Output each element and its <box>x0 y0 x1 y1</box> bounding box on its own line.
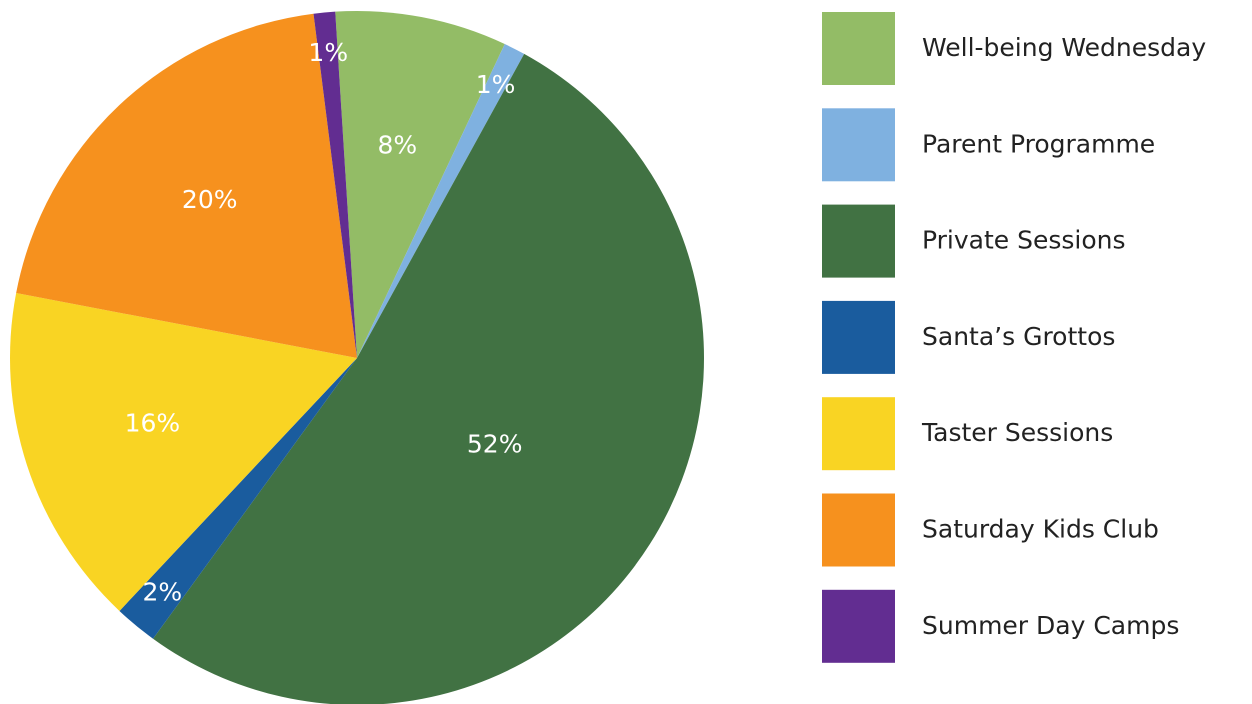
slice-label: 8% <box>377 131 417 160</box>
legend-swatch <box>822 204 895 278</box>
pie-slice <box>16 13 357 358</box>
slice-label: 1% <box>308 38 348 67</box>
legend-label: Taster Sessions <box>921 418 1113 447</box>
legend-swatch <box>822 589 895 663</box>
legend-label: Saturday Kids Club <box>922 515 1159 544</box>
legend-swatch <box>822 397 895 471</box>
slice-label: 52% <box>467 429 523 458</box>
pie-slice <box>153 53 704 704</box>
legend-swatch <box>822 108 895 182</box>
pie-slice <box>9 292 357 611</box>
legend-swatch <box>822 300 895 374</box>
pie-slice <box>119 358 357 639</box>
legend-label: Summer Day Camps <box>922 611 1179 640</box>
legend-label: Well-being Wednesday <box>922 33 1206 62</box>
legend-swatch <box>822 493 895 567</box>
slice-label: 1% <box>476 70 516 99</box>
legend-label: Santa’s Grottos <box>922 322 1115 351</box>
slice-label: 2% <box>143 577 183 606</box>
slice-label: 16% <box>125 408 181 437</box>
legend-label: Parent Programme <box>922 129 1155 158</box>
legend-label: Private Sessions <box>922 226 1126 255</box>
pie-slice <box>313 11 357 359</box>
slice-label: 20% <box>182 185 238 214</box>
pie-slice <box>357 44 525 358</box>
legend-swatch <box>822 12 895 85</box>
pie-slice <box>335 10 505 358</box>
